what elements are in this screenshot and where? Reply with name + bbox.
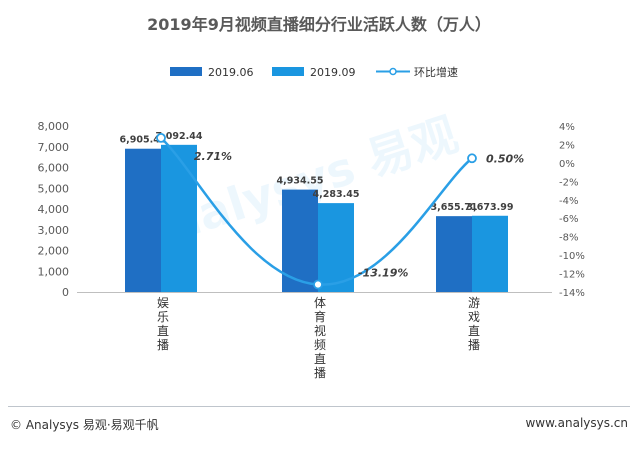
bar-value-label: 7,092.44 <box>156 131 203 142</box>
y-left-tick-label: 7,000 <box>38 141 70 154</box>
bar-value-label: 3,673.99 <box>467 202 514 213</box>
y-left-tick-label: 8,000 <box>38 120 70 133</box>
bar-value-label: 3,655.71 <box>431 202 478 213</box>
bar-value-label: 4,934.55 <box>277 176 324 187</box>
growth-rate-label: 2.71% <box>194 150 232 163</box>
y-left-tick-label: 3,000 <box>38 224 70 237</box>
y-left-tick-label: 0 <box>62 286 69 299</box>
x-category-label-char: 体 <box>314 296 326 310</box>
y-left-tick-label: 4,000 <box>38 203 70 216</box>
growth-rate-point-1 <box>313 279 323 290</box>
bar-2019.06-2 <box>436 216 472 292</box>
footer-copyright: © Analysys 易观·易观千帆 <box>10 418 159 432</box>
bar-value-label: 4,283.45 <box>313 189 360 200</box>
growth-rate-label: -13.19% <box>358 267 408 280</box>
y-left-tick-label: 6,000 <box>38 162 70 175</box>
legend-label-2019.09: 2019.09 <box>310 66 356 79</box>
footer-website: www.analysys.cn <box>525 416 628 430</box>
legend-swatch-2019.06 <box>170 67 202 76</box>
growth-rate-label: 0.50% <box>486 152 524 165</box>
y-right-tick-label: 2% <box>559 140 575 151</box>
bar-2019.09-0 <box>161 144 197 292</box>
x-category-label-char: 育 <box>314 309 326 324</box>
x-category-label-char: 乐 <box>157 310 169 324</box>
growth-rate-point-0 <box>156 132 166 143</box>
x-category-label-char: 视 <box>314 323 326 338</box>
x-category-label-char: 直 <box>157 324 169 338</box>
y-right-tick-label: 4% <box>559 122 575 133</box>
chart-title: 2019年9月视频直播细分行业活跃人数（万人） <box>147 15 491 34</box>
x-category-label-char: 娱 <box>157 296 169 310</box>
y-left-tick-label: 5,000 <box>38 182 70 195</box>
y-right-tick-label: -4% <box>559 196 578 207</box>
y-right-tick-label: 0% <box>559 159 575 170</box>
y-right-tick-label: -14% <box>559 288 585 299</box>
y-right-tick-label: -8% <box>559 233 578 244</box>
legend-line-marker <box>389 67 397 76</box>
growth-rate-point-2 <box>467 153 477 164</box>
legend-label-growth: 环比增速 <box>414 65 458 79</box>
x-category-label-char: 播 <box>157 338 169 352</box>
x-category-label-char: 频 <box>314 338 326 352</box>
y-right-tick-label: -2% <box>559 177 578 188</box>
y-left-tick-label: 2,000 <box>38 245 70 258</box>
legend-label-2019.06: 2019.06 <box>208 66 254 79</box>
x-category-label-char: 游 <box>468 296 480 310</box>
y-right-tick-label: -12% <box>559 270 585 281</box>
bar-2019.09-1 <box>318 203 354 292</box>
x-category-label-char: 播 <box>314 366 326 380</box>
y-right-tick-label: -10% <box>559 251 585 262</box>
bar-2019.09-2 <box>472 215 508 292</box>
y-left-tick-label: 1,000 <box>38 265 70 278</box>
x-category-label-char: 直 <box>468 324 480 338</box>
bar-value-label: 6,905.42 <box>120 135 167 146</box>
x-category-label-char: 播 <box>468 338 480 352</box>
legend-swatch-2019.09 <box>272 67 304 76</box>
footer-divider <box>8 406 630 407</box>
bar-2019.06-0 <box>125 148 161 292</box>
x-category-label-char: 戏 <box>468 310 480 324</box>
x-category-label-char: 直 <box>314 352 326 366</box>
y-right-tick-label: -6% <box>559 214 578 225</box>
